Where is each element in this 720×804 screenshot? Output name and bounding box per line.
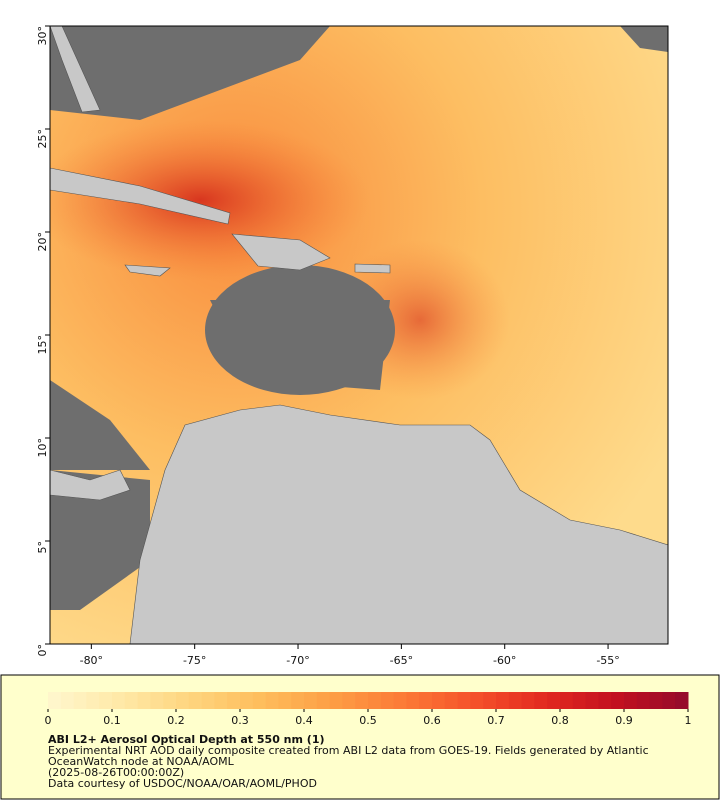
colorbar-step [278, 692, 292, 709]
colorbar-tick-label: 0.6 [423, 714, 441, 727]
caption-line: (2025-08-26T00:00:00Z) [48, 766, 184, 779]
colorbar-step [406, 692, 420, 709]
colorbar-step [675, 692, 689, 709]
colorbar-step [521, 692, 535, 709]
caption-line: OceanWatch node at NOAA/AOML [48, 755, 235, 768]
caption-title: ABI L2+ Aerosol Optical Depth at 550 nm … [48, 733, 325, 746]
colorbar-step [214, 692, 228, 709]
x-tick-label: -65° [390, 654, 413, 667]
colorbar-step [611, 692, 625, 709]
colorbar-tick-label: 0.2 [167, 714, 185, 727]
axes: -80° -75° -70° -65° -60° -55° 0° 5° 10° 15° 20° 25°… [36, 25, 620, 667]
x-tick-label: -60° [493, 654, 516, 667]
colorbar-step [636, 692, 651, 709]
colorbar-step [291, 692, 305, 709]
caption-line: Data courtesy of USDOC/NOAA/OAR/AOML/PHO… [48, 777, 317, 790]
x-tick-label: -55° [596, 654, 619, 667]
colorbar-step [112, 692, 126, 709]
colorbar-tick-label: 0 [45, 714, 52, 727]
y-tick-label: 5° [36, 541, 49, 554]
colorbar-step [48, 692, 62, 709]
map [50, 26, 668, 644]
y-tick-label: 0° [36, 644, 49, 657]
colorbar-step [86, 692, 100, 709]
colorbar-tick-label: 0.4 [295, 714, 313, 727]
colorbar-step [585, 692, 599, 709]
colorbar-step [137, 692, 151, 709]
colorbar-step [227, 692, 241, 709]
colorbar-step [176, 692, 190, 709]
colorbar-step [188, 692, 203, 709]
colorbar-tick-label: 1 [685, 714, 692, 727]
colorbar-step [624, 692, 638, 709]
colorbar: 0 0.1 0.2 0.3 0.4 0.5 0.6 0.7 0.8 0.9 1 [45, 692, 692, 727]
colorbar-tick-label: 0.5 [359, 714, 377, 727]
colorbar-step [444, 692, 459, 709]
colorbar-step [73, 692, 87, 709]
y-tick-label: 25° [36, 129, 49, 149]
colorbar-tick-label: 0.8 [551, 714, 569, 727]
colorbar-tick-label: 0.9 [615, 714, 633, 727]
y-tick-label: 20° [36, 232, 49, 252]
colorbar-step [150, 692, 164, 709]
colorbar-step [163, 692, 177, 709]
x-tick-label: -75° [183, 654, 206, 667]
caption-line: Experimental NRT AOD daily composite cre… [48, 744, 649, 757]
colorbar-step [124, 692, 139, 709]
colorbar-tick-label: 0.7 [487, 714, 505, 727]
colorbar-step [380, 692, 395, 709]
colorbar-step [432, 692, 446, 709]
colorbar-step [304, 692, 318, 709]
y-tick-label: 15° [36, 335, 49, 355]
colorbar-step [547, 692, 561, 709]
colorbar-step [649, 692, 663, 709]
colorbar-step [572, 692, 587, 709]
colorbar-step [240, 692, 254, 709]
x-tick-label: -80° [80, 654, 103, 667]
colorbar-step [393, 692, 407, 709]
colorbar-step [329, 692, 343, 709]
colorbar-step [355, 692, 369, 709]
colorbar-step [662, 692, 676, 709]
colorbar-step [265, 692, 279, 709]
colorbar-step [598, 692, 612, 709]
colorbar-step [342, 692, 356, 709]
colorbar-step [534, 692, 548, 709]
colorbar-tick-label: 0.3 [231, 714, 249, 727]
y-tick-label: 10° [36, 438, 49, 458]
colorbar-step [368, 692, 382, 709]
colorbar-step [496, 692, 510, 709]
colorbar-step [99, 692, 113, 709]
x-tick-label: -70° [286, 654, 309, 667]
colorbar-step [508, 692, 523, 709]
colorbar-step [201, 692, 215, 709]
colorbar-step [560, 692, 574, 709]
colorbar-step [316, 692, 331, 709]
colorbar-step [419, 692, 433, 709]
colorbar-step [60, 692, 75, 709]
colorbar-step [483, 692, 497, 709]
colorbar-step [252, 692, 267, 709]
colorbar-step [470, 692, 484, 709]
y-tick-label: 30° [36, 26, 49, 46]
colorbar-tick-label: 0.1 [103, 714, 121, 727]
colorbar-step [457, 692, 471, 709]
